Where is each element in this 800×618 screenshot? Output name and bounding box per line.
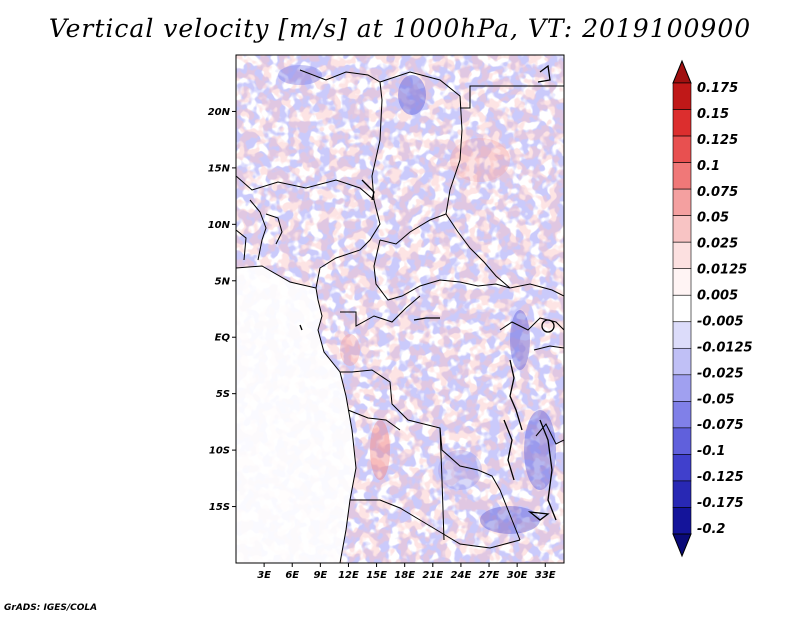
colorbar-label: 0.075 — [697, 185, 738, 200]
colorbar-label: 0.005 — [697, 289, 738, 304]
colorbar-segment — [672, 241, 692, 270]
lon-tick-label: 18E — [394, 570, 415, 581]
colorbar-bottom-arrow — [672, 533, 692, 558]
colorbar-segment — [672, 454, 692, 482]
colorbar: 0.175 0.15 0.125 0.1 0.075 0.05 0.025 0.0125 0.0… — [672, 59, 753, 558]
colorbar-label: -0.075 — [697, 418, 744, 433]
colorbar-segment — [672, 374, 692, 402]
colorbar-segment — [672, 427, 692, 455]
lon-tick-label: 30E — [507, 570, 528, 581]
colorbar-segment — [672, 347, 692, 376]
colorbar-label: 0.025 — [697, 237, 738, 252]
map-area — [235, 54, 565, 564]
lon-tick-label: 3E — [257, 570, 271, 581]
colorbar-label: 0.05 — [697, 211, 729, 226]
colorbar-segment — [672, 507, 692, 535]
colorbar-label: 0.1 — [697, 159, 720, 174]
colorbar-top-arrow — [672, 59, 692, 84]
lat-tick-label: 10N — [208, 220, 231, 231]
longitude-axis: 3E 6E 9E 12E 15E 18E 21E 24E 27E 30E 33E — [257, 563, 556, 581]
colorbar-segment — [672, 268, 692, 296]
colorbar-segment — [672, 215, 692, 243]
colorbar-label: 0.15 — [697, 107, 729, 122]
lon-tick-label: 12E — [338, 570, 359, 581]
lon-tick-label: 15E — [366, 570, 387, 581]
lat-tick-label: EQ — [215, 333, 231, 344]
colorbar-label: 0.125 — [697, 133, 738, 148]
map-frame — [235, 54, 565, 564]
colorbar-segment — [672, 162, 692, 190]
lat-tick-label: 5S — [216, 389, 230, 400]
colorbar-segment — [672, 294, 692, 323]
lon-tick-label: 6E — [285, 570, 299, 581]
colorbar-label: -0.125 — [697, 470, 744, 485]
colorbar-label: 0.175 — [697, 81, 738, 96]
colorbar-label: -0.175 — [697, 496, 744, 511]
water-bodies — [299, 64, 557, 521]
velocity-field — [236, 55, 564, 563]
colorbar-label: -0.025 — [697, 366, 744, 381]
colorbar-segment — [672, 188, 692, 216]
lat-tick-label: 15N — [208, 163, 231, 174]
lon-tick-label: 9E — [313, 570, 327, 581]
lon-tick-label: 21E — [422, 570, 443, 581]
colorbar-segment — [672, 135, 692, 163]
ocean-mask — [236, 266, 356, 563]
velocity-features — [278, 65, 556, 534]
colorbar-label: 0.0125 — [697, 263, 747, 278]
colorbar-label: -0.05 — [697, 392, 734, 407]
lon-tick-label: 24E — [451, 570, 472, 581]
lon-tick-label: 27E — [479, 570, 500, 581]
chart-title: Vertical velocity [m/s] at 1000hPa, VT: … — [48, 14, 752, 43]
lat-tick-label: 15S — [209, 502, 230, 513]
colorbar-segment — [672, 321, 692, 349]
lat-tick-label: 10S — [209, 446, 230, 457]
lat-tick-label: 5N — [215, 276, 231, 287]
colorbar-segment — [672, 401, 692, 429]
country-boundaries — [236, 69, 564, 563]
lon-tick-label: 33E — [535, 570, 556, 581]
grads-credit: GrADS: IGES/COLA — [4, 603, 98, 613]
colorbar-label: -0.005 — [697, 314, 744, 329]
lat-tick-label: 20N — [208, 107, 231, 118]
latitude-axis: 20N 15N 10N 5N EQ 5S 10S 15S — [208, 107, 236, 513]
colorbar-label: -0.1 — [697, 444, 725, 459]
colorbar-label: -0.2 — [697, 522, 725, 537]
colorbar-segment — [672, 480, 692, 508]
colorbar-segment — [672, 109, 692, 137]
colorbar-segment — [672, 82, 692, 110]
colorbar-label: -0.0125 — [697, 340, 753, 355]
